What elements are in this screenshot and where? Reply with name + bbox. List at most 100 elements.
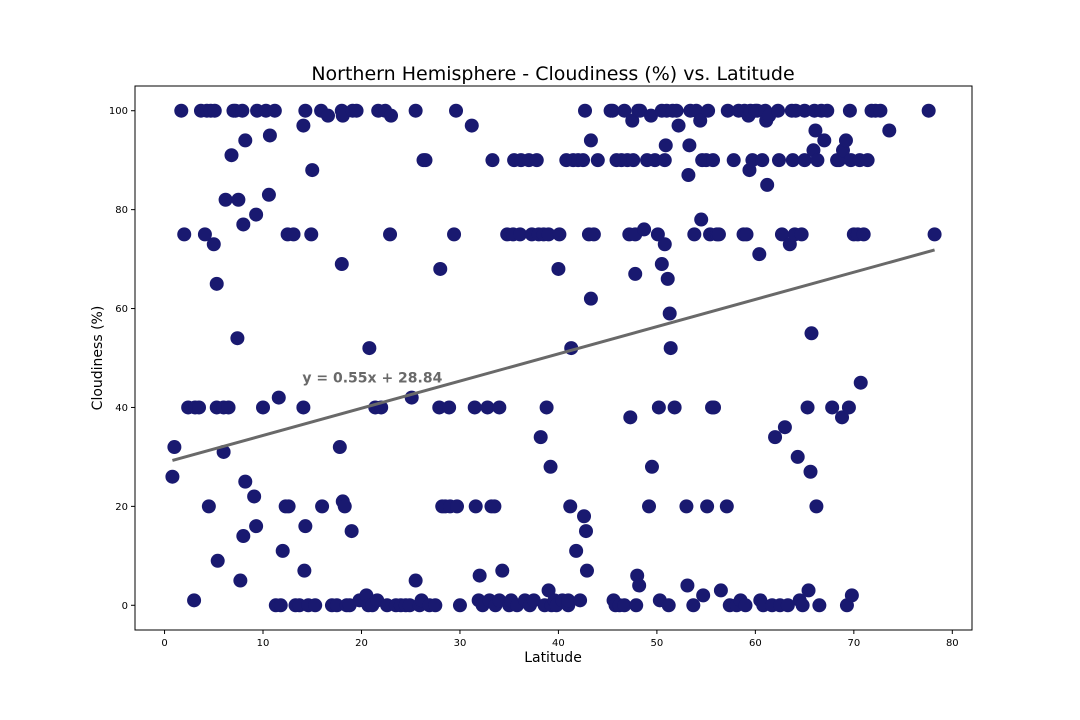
data-point [452,598,467,613]
data-point [841,400,856,415]
data-point [238,133,253,148]
chart-title: Northern Hemisphere - Cloudiness (%) vs.… [311,63,794,85]
y-axis-label: Cloudiness (%) [90,306,106,411]
data-point [578,103,593,118]
data-point [177,227,192,242]
x-axis: 0 10 20 30 40 50 60 70 80 [161,630,959,649]
y-tick-label: 40 [115,403,128,414]
data-point [667,400,682,415]
data-point [711,227,726,242]
data-point [296,400,311,415]
data-point [197,227,212,242]
data-point [856,227,871,242]
data-point [165,469,180,484]
data-point [305,163,320,178]
data-point [174,103,189,118]
data-point [221,400,236,415]
data-point [633,103,648,118]
data-point [233,573,248,588]
data-point [464,118,479,133]
data-point [249,207,264,222]
data-point [315,499,330,514]
data-point [835,410,850,425]
data-point [713,583,728,598]
data-point [797,153,812,168]
data-point [236,529,251,544]
data-point [529,153,544,168]
data-point [583,133,598,148]
data-point [384,108,399,123]
data-point [590,153,605,168]
x-tick-label: 0 [161,638,167,649]
data-point [642,499,657,514]
data-point [809,499,824,514]
data-point [261,187,276,202]
data-point [449,499,464,514]
data-point [576,153,591,168]
data-point [167,440,182,455]
data-point [706,153,721,168]
x-tick-label: 30 [454,638,467,649]
data-point [719,499,734,514]
data-point [801,583,816,598]
x-tick-label: 60 [749,638,762,649]
data-point [533,430,548,445]
data-point [236,217,251,232]
data-point [825,400,840,415]
data-point [853,375,868,390]
data-point [569,543,584,558]
y-tick-label: 100 [109,106,128,117]
data-point [552,227,567,242]
data-point [442,400,457,415]
data-point [682,138,697,153]
data-point [209,276,224,291]
data-point [561,593,576,608]
data-point [790,449,805,464]
data-point [817,133,832,148]
data-point [201,499,216,514]
data-point [579,563,594,578]
data-point [262,128,277,143]
x-tick-label: 70 [847,638,860,649]
data-point [739,227,754,242]
data-point [267,103,282,118]
data-point [780,598,795,613]
data-point [681,168,696,183]
data-point [768,430,783,445]
data-point [726,153,741,168]
regression-line [172,248,935,462]
data-point [329,598,344,613]
data-point [927,227,942,242]
data-point [472,568,487,583]
data-point [551,261,566,276]
data-point [696,588,711,603]
data-point [654,257,669,272]
data-point [707,400,722,415]
data-point [321,108,336,123]
data-point [777,420,792,435]
data-point [771,153,786,168]
data-point [297,563,312,578]
data-point [230,331,245,346]
data-point [480,400,495,415]
data-point [617,103,632,118]
data-point [541,227,556,242]
data-point [771,103,786,118]
data-point [485,153,500,168]
data-point [694,212,709,227]
x-tick-label: 50 [651,638,664,649]
data-point [680,578,695,593]
x-tick-label: 80 [946,638,959,649]
data-point [797,103,812,118]
data-point [362,341,377,356]
data-point [487,499,502,514]
data-point [800,400,815,415]
data-point [686,598,701,613]
data-point [650,227,665,242]
data-point [432,400,447,415]
data-point [760,177,775,192]
data-point [774,227,789,242]
data-points [165,103,942,613]
y-tick-label: 80 [115,205,128,216]
data-point [755,153,770,168]
